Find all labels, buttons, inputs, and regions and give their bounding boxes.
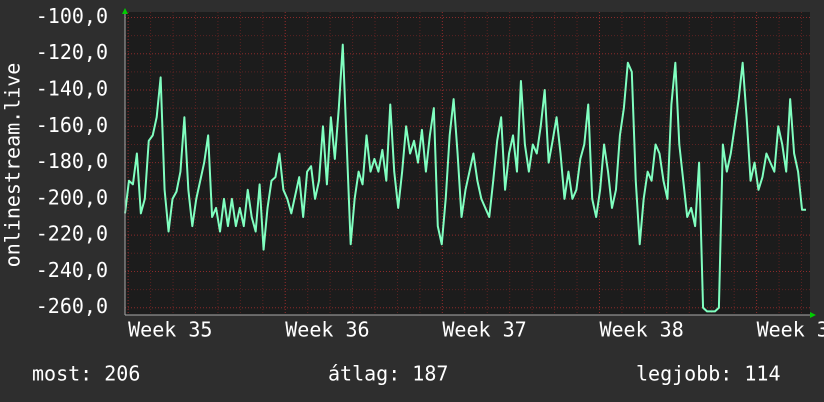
- y-tick-label: -260,0: [36, 294, 108, 318]
- x-tick-label: Week 38: [599, 318, 683, 342]
- footer-current: most: 206: [32, 362, 140, 386]
- x-tick-label: Week 35: [128, 318, 212, 342]
- axis-arrow: [810, 312, 816, 318]
- marks: [124, 43, 806, 313]
- y-tick-label: -140,0: [36, 77, 108, 101]
- y-axis-label: onlinestream.live: [1, 63, 25, 268]
- x-tick-label: Week 39: [757, 318, 824, 342]
- y-tick-label: -160,0: [36, 113, 108, 137]
- grid: [125, 12, 810, 315]
- y-tick-label: -100,0: [36, 4, 108, 28]
- footer-best: legjobb: 114: [636, 362, 781, 386]
- y-tick-label: -220,0: [36, 222, 108, 246]
- plot-area: [125, 12, 810, 315]
- y-tick-label: -120,0: [36, 40, 108, 64]
- y-tick-label: -200,0: [36, 185, 108, 209]
- axis-arrow: [122, 8, 128, 14]
- x-tick-label: Week 36: [285, 318, 369, 342]
- data-line: [124, 43, 806, 313]
- footer-average: átlag: 187: [328, 362, 448, 386]
- y-tick-label: -240,0: [36, 258, 108, 282]
- x-tick-label: Week 37: [442, 318, 526, 342]
- y-tick-label: -180,0: [36, 149, 108, 173]
